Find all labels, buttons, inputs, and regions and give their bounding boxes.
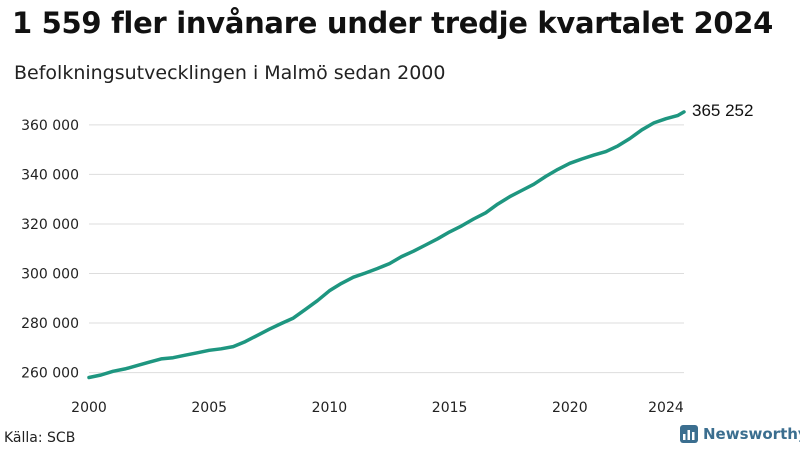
x-axis-ticks: 2000 2005 2010 2015 2020 2024: [71, 400, 684, 416]
x-tick-label: 2020: [552, 400, 588, 416]
series-layer: 365 252: [87, 101, 753, 380]
newsworthy-logo-icon: [680, 425, 698, 443]
y-tick-label: 360 000: [21, 118, 79, 134]
end-value-label: 365 252: [692, 101, 753, 120]
x-tick-label: 2024: [648, 400, 684, 416]
x-tick-label: 2000: [71, 400, 107, 416]
chart-title: 1 559 fler invånare under tredje kvartal…: [12, 6, 773, 40]
y-tick-label: 300 000: [21, 266, 79, 282]
grid-lines: [89, 124, 684, 374]
series-line: [87, 110, 686, 380]
brand-name: Newsworthy: [703, 425, 800, 443]
source-note: Källa: SCB: [4, 430, 76, 446]
x-tick-label: 2005: [191, 400, 227, 416]
y-tick-label: 280 000: [21, 316, 79, 332]
x-tick-label: 2015: [432, 400, 468, 416]
y-tick-label: 320 000: [21, 217, 79, 233]
y-tick-label: 340 000: [21, 167, 79, 183]
y-tick-label: 260 000: [21, 366, 79, 382]
y-axis-ticks: 260 000 280 000 300 000 320 000 340 000 360 0…: [21, 118, 79, 382]
brand-logo: Newsworthy: [680, 425, 800, 443]
chart-subtitle: Befolkningsutvecklingen i Malmö sedan 20…: [14, 62, 446, 84]
x-tick-label: 2010: [312, 400, 348, 416]
